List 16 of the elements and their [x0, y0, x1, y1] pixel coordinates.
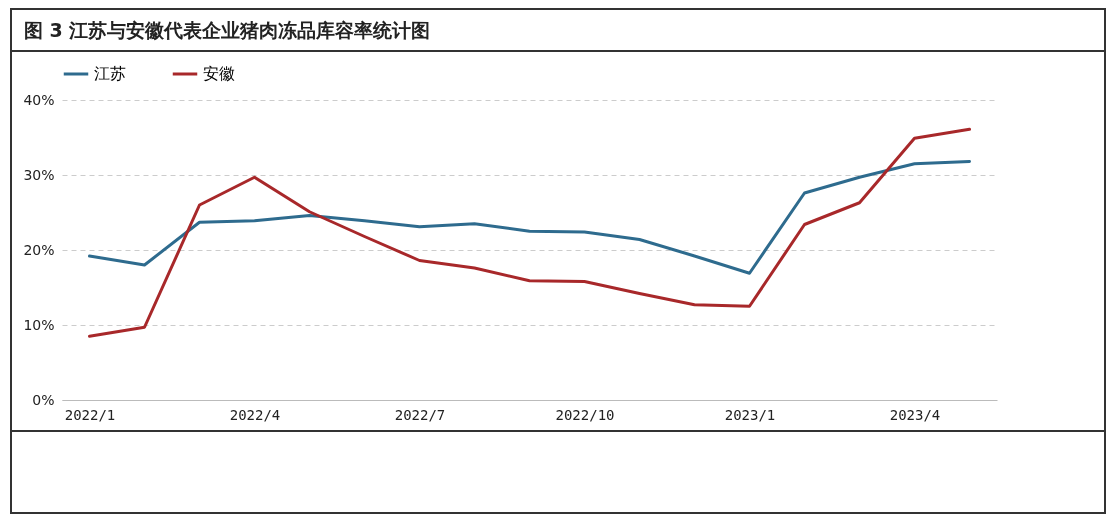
x-tick-label: 2022/4	[229, 406, 281, 423]
y-tick-label: 20%	[23, 241, 55, 258]
y-tick-label: 10%	[23, 316, 55, 333]
y-tick-label: 40%	[23, 91, 55, 108]
x-tick-label: 2022/1	[64, 406, 116, 423]
x-tick-label: 2022/10	[555, 406, 615, 423]
legend-label: 江苏	[94, 64, 126, 83]
x-tick-label: 2023/4	[889, 406, 941, 423]
line-series	[88, 127, 971, 338]
y-tick-label: 30%	[23, 166, 55, 183]
legend-label: 安徽	[203, 64, 235, 83]
x-tick-label: 2022/7	[394, 406, 446, 423]
x-tick-label: 2023/1	[724, 406, 776, 423]
line-series	[88, 160, 971, 275]
y-tick-label: 0%	[32, 391, 55, 408]
chart-title: 图 3 江苏与安徽代表企业猪肉冻品库容率统计图	[12, 10, 1104, 52]
